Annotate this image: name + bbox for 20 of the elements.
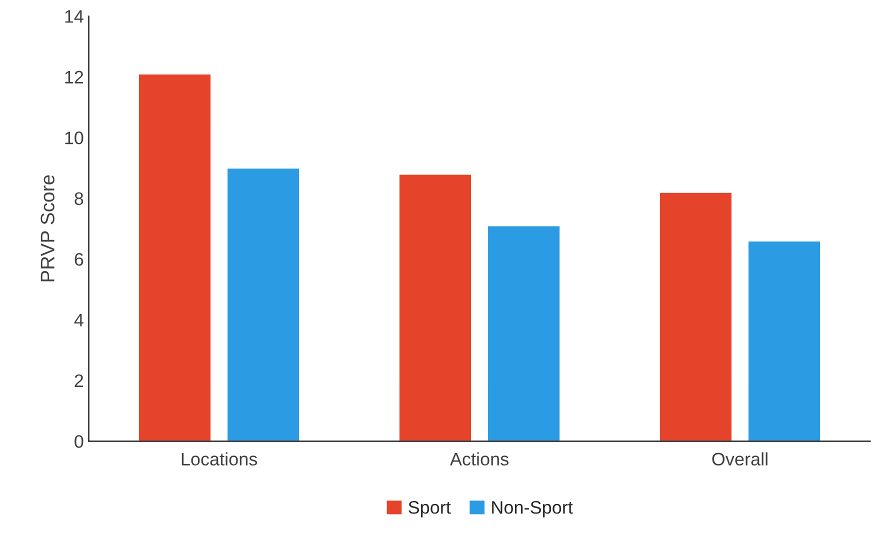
y-axis-title: PRVP Score xyxy=(40,175,54,282)
y-tick-label: 8 xyxy=(74,192,84,206)
x-tick-label: Locations xyxy=(182,452,258,466)
legend-label: Sport xyxy=(408,501,451,518)
legend-label: Non-Sport xyxy=(492,501,573,518)
bar xyxy=(658,192,733,442)
bar xyxy=(226,167,300,442)
x-tick-label: Actions xyxy=(450,452,508,466)
bar xyxy=(138,73,212,442)
y-tick-label: 2 xyxy=(74,374,84,387)
bar xyxy=(486,224,561,442)
y-tick-label: 10 xyxy=(65,132,84,144)
y-tick-label: 6 xyxy=(74,252,84,266)
bar xyxy=(747,240,822,442)
y-tick-label: 12 xyxy=(65,70,84,84)
y-tick-label: 4 xyxy=(74,314,84,326)
y-tick-label: 14 xyxy=(65,10,84,23)
bar xyxy=(398,173,472,442)
x-tick-label: Overall xyxy=(712,452,768,466)
y-tick-label: 0 xyxy=(74,435,84,448)
